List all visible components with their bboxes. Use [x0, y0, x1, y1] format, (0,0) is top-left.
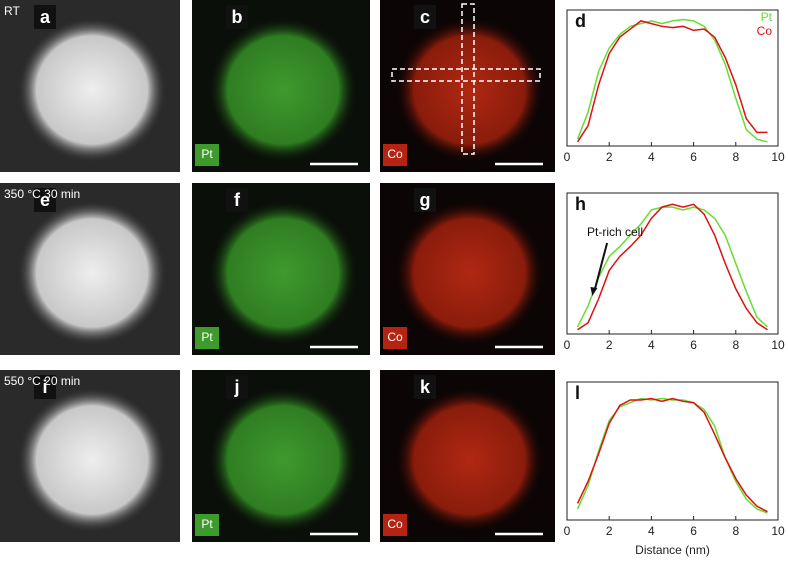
condition-label: RT — [4, 4, 20, 18]
x-tick-label: 4 — [648, 150, 655, 164]
particle — [209, 18, 357, 162]
x-tick-label: 10 — [771, 338, 785, 352]
particle — [18, 388, 166, 532]
element-badge-label: Pt — [201, 330, 213, 344]
x-tick-label: 4 — [648, 524, 655, 538]
panel-letter-box — [414, 5, 436, 29]
panel-letter-box — [226, 188, 248, 212]
particle — [395, 201, 544, 345]
element-badge-label: Co — [387, 147, 403, 161]
legend-entry: Co — [757, 24, 773, 38]
particle — [395, 388, 544, 532]
panel-letter-box — [226, 375, 248, 399]
panel-letter: i — [42, 377, 47, 397]
line-scan-horizontal — [391, 68, 541, 82]
profile-line — [576, 18, 768, 143]
annotation: Pt-rich cell — [587, 225, 643, 239]
x-tick-label: 6 — [690, 338, 697, 352]
element-badge-label: Pt — [201, 147, 213, 161]
particle — [18, 18, 166, 162]
particle — [209, 201, 357, 345]
element-badge — [383, 327, 407, 349]
particle — [395, 18, 544, 162]
element-badge — [383, 514, 407, 536]
plot-frame — [566, 381, 779, 521]
x-tick-label: 6 — [690, 524, 697, 538]
x-tick-label: 8 — [732, 150, 739, 164]
x-tick-label: 0 — [564, 150, 571, 164]
x-tick-label: 2 — [606, 150, 613, 164]
panel-letter: e — [40, 190, 50, 210]
condition-label: 350 °C 30 min — [4, 187, 80, 201]
particle — [18, 201, 166, 345]
panel-letter: d — [575, 11, 586, 31]
x-tick-label: 6 — [690, 150, 697, 164]
x-tick-label: 10 — [771, 524, 785, 538]
element-badge — [195, 144, 219, 166]
x-tick-label: 2 — [606, 524, 613, 538]
x-tick-label: 0 — [564, 524, 571, 538]
profile-line — [576, 397, 768, 514]
particle — [209, 388, 357, 532]
panel-letter: k — [420, 377, 431, 397]
legend-entry: Pt — [761, 10, 773, 24]
element-badge-label: Co — [387, 330, 403, 344]
panel-letter-box — [34, 188, 56, 212]
element-badge-label: Co — [387, 517, 403, 531]
x-tick-label: 2 — [606, 338, 613, 352]
plot-frame — [566, 9, 779, 147]
element-badge-label: Pt — [201, 517, 213, 531]
condition-label: 550 °C 20 min — [4, 374, 80, 388]
panel-letter: j — [233, 377, 239, 397]
panel-letter: g — [420, 190, 431, 210]
panel-letter-box — [414, 375, 436, 399]
x-tick-label: 8 — [732, 524, 739, 538]
profile-line — [576, 397, 768, 513]
profile-line — [576, 20, 768, 143]
x-axis-label: Distance (nm) — [635, 543, 710, 557]
panel-letter-box — [226, 5, 248, 29]
panel-letter: f — [234, 190, 241, 210]
annotation-arrow — [593, 242, 609, 292]
element-badge — [195, 327, 219, 349]
x-tick-label: 4 — [648, 338, 655, 352]
x-tick-label: 0 — [564, 338, 571, 352]
panel-letter-box — [34, 5, 56, 29]
x-tick-label: 8 — [732, 338, 739, 352]
panel-letter: a — [40, 7, 51, 27]
panel-letter-box — [414, 188, 436, 212]
panel-letter: l — [575, 383, 580, 403]
plot-frame — [566, 192, 779, 335]
element-badge — [195, 514, 219, 536]
panel-letter-box — [34, 375, 56, 399]
panel-letter: c — [420, 7, 430, 27]
profile-line — [576, 206, 768, 328]
line-scan-vertical — [461, 3, 475, 155]
panel-letter: b — [232, 7, 243, 27]
profile-line — [577, 203, 768, 331]
panel-letter: h — [575, 194, 586, 214]
arrow-head — [590, 287, 598, 296]
x-tick-label: 10 — [771, 150, 785, 164]
element-badge — [383, 144, 407, 166]
